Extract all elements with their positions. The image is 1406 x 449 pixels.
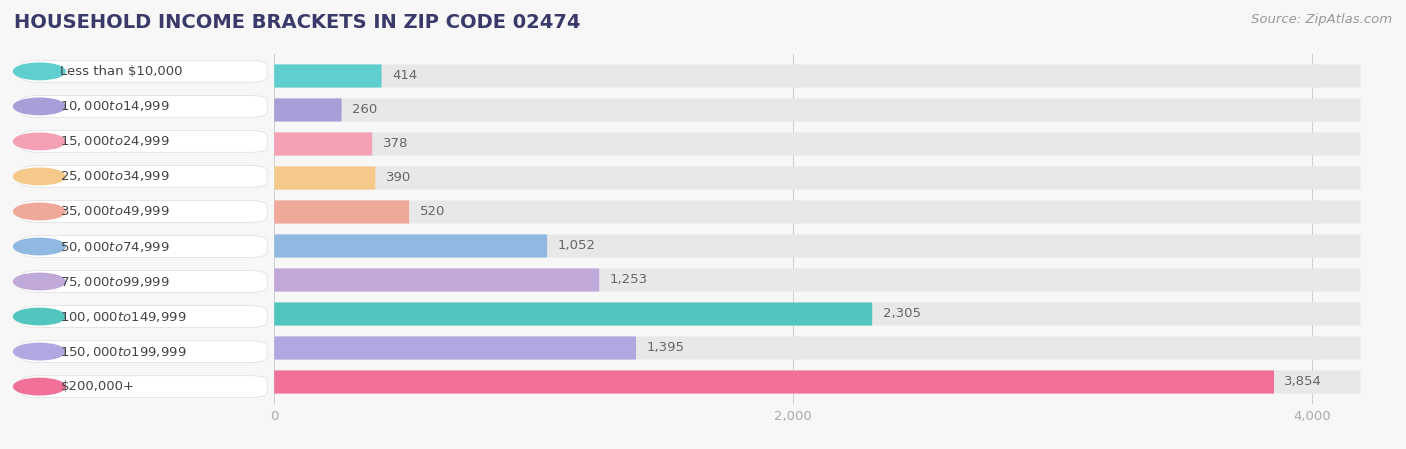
FancyBboxPatch shape	[274, 234, 547, 258]
Text: 520: 520	[419, 206, 444, 219]
Text: 390: 390	[385, 172, 411, 185]
FancyBboxPatch shape	[274, 167, 375, 189]
Text: $15,000 to $24,999: $15,000 to $24,999	[60, 134, 170, 149]
FancyBboxPatch shape	[274, 370, 1274, 394]
Text: 3,854: 3,854	[1285, 375, 1322, 388]
FancyBboxPatch shape	[274, 98, 1361, 122]
FancyBboxPatch shape	[274, 167, 1361, 189]
Text: Less than $10,000: Less than $10,000	[60, 65, 183, 78]
Text: 2,305: 2,305	[883, 308, 921, 321]
FancyBboxPatch shape	[274, 132, 1361, 155]
Text: $100,000 to $149,999: $100,000 to $149,999	[60, 309, 187, 324]
Text: $35,000 to $49,999: $35,000 to $49,999	[60, 204, 170, 219]
FancyBboxPatch shape	[274, 303, 1361, 326]
FancyBboxPatch shape	[274, 336, 636, 360]
FancyBboxPatch shape	[274, 234, 1361, 258]
Text: $200,000+: $200,000+	[60, 380, 135, 393]
FancyBboxPatch shape	[274, 200, 1361, 224]
Text: 260: 260	[352, 103, 377, 116]
Text: $150,000 to $199,999: $150,000 to $199,999	[60, 344, 187, 359]
FancyBboxPatch shape	[274, 98, 342, 122]
Text: $50,000 to $74,999: $50,000 to $74,999	[60, 239, 170, 254]
Text: 378: 378	[382, 137, 408, 150]
FancyBboxPatch shape	[274, 303, 872, 326]
Text: Source: ZipAtlas.com: Source: ZipAtlas.com	[1251, 13, 1392, 26]
FancyBboxPatch shape	[274, 336, 1361, 360]
FancyBboxPatch shape	[274, 200, 409, 224]
Text: 1,052: 1,052	[558, 239, 596, 252]
FancyBboxPatch shape	[274, 370, 1361, 394]
FancyBboxPatch shape	[274, 64, 1361, 88]
Text: $10,000 to $14,999: $10,000 to $14,999	[60, 99, 170, 114]
Text: $75,000 to $99,999: $75,000 to $99,999	[60, 274, 170, 289]
FancyBboxPatch shape	[274, 269, 1361, 291]
Text: 1,395: 1,395	[647, 342, 685, 355]
Text: $25,000 to $34,999: $25,000 to $34,999	[60, 169, 170, 184]
FancyBboxPatch shape	[274, 64, 381, 88]
Text: 1,253: 1,253	[610, 273, 648, 286]
FancyBboxPatch shape	[274, 269, 599, 291]
Text: HOUSEHOLD INCOME BRACKETS IN ZIP CODE 02474: HOUSEHOLD INCOME BRACKETS IN ZIP CODE 02…	[14, 13, 581, 32]
Text: 414: 414	[392, 70, 418, 83]
FancyBboxPatch shape	[274, 132, 373, 155]
